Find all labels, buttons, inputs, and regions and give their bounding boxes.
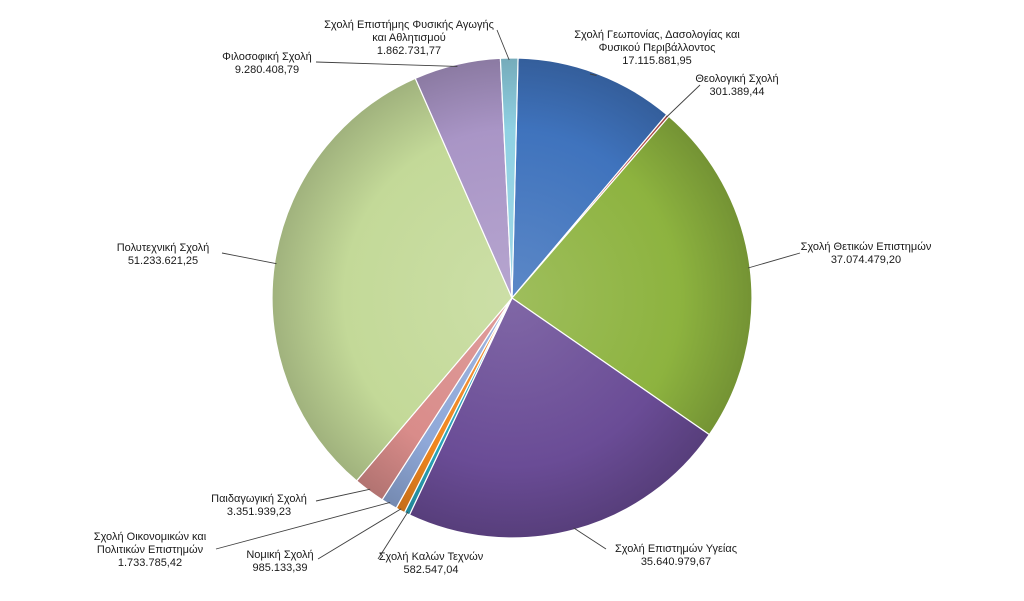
slice-label-2: Θεολογική Σχολή 301.389,44 [695, 73, 778, 98]
pie-labels: Σχολή Γεωπονίας, Δασολογίας και Φυσικού Π… [94, 19, 932, 576]
slice-name-2: Θεολογική Σχολή [695, 73, 778, 85]
slice-label-10: Φιλοσοφική Σχολή 9.280.408,79 [222, 51, 312, 76]
slice-label-3: Σχολή Θετικών Επιστημών 37.074.479,20 [801, 241, 932, 266]
slice-name-3: Σχολή Θετικών Επιστημών [801, 241, 932, 253]
pie-slice-11 [499, 57, 519, 299]
slice-name-7: Σχολή Οικονομικών και [94, 531, 207, 543]
slice-value-3: 37.074.479,20 [831, 254, 901, 266]
leader-line-10 [315, 61, 458, 67]
pie-slices [271, 57, 753, 539]
slice-label-7: Σχολή Οικονομικών και Πολιτικών Επιστημών… [94, 531, 207, 569]
leader-line-9 [221, 252, 277, 265]
slice-name-9: Πολυτεχνική Σχολή [117, 242, 210, 254]
slice-name-10: Φιλοσοφική Σχολή [222, 51, 312, 63]
slice-value-9: 51.233.621,25 [128, 255, 198, 267]
slice-name-5: Σχολή Καλών Τεχνών [379, 551, 484, 563]
slice-name-7: Πολιτικών Επιστημών [97, 544, 204, 556]
slice-value-10: 9.280.408,79 [235, 64, 299, 76]
leader-line-7 [215, 501, 391, 550]
slice-label-8: Παιδαγωγική Σχολή 3.351.939,23 [211, 493, 307, 518]
slice-name-1: Σχολή Γεωπονίας, Δασολογίας και [574, 29, 740, 41]
slice-label-11: Σχολή Επιστήμης Φυσικής Αγωγής και Αθλητι… [324, 19, 494, 57]
slice-label-9: Πολυτεχνική Σχολή 51.233.621,25 [117, 242, 210, 267]
slice-label-5: Σχολή Καλών Τεχνών 582.547,04 [379, 551, 484, 576]
slice-value-7: 1.733.785,42 [118, 557, 182, 569]
slice-name-6: Νομική Σχολή [246, 549, 313, 561]
slice-label-1: Σχολή Γεωπονίας, Δασολογίας και Φυσικού Π… [574, 29, 740, 67]
slice-label-4: Σχολή Επιστημών Υγείας 35.640.979,67 [615, 543, 737, 568]
slice-name-1: Φυσικού Περιβάλλοντος [599, 42, 716, 54]
leader-line-2 [666, 84, 701, 118]
slice-label-6: Νομική Σχολή 985.133,39 [246, 549, 313, 574]
slice-value-11: 1.862.731,77 [377, 45, 441, 57]
slice-value-4: 35.640.979,67 [641, 556, 711, 568]
leader-line-11 [496, 29, 510, 61]
leader-line-1 [589, 73, 597, 76]
slice-value-6: 985.133,39 [252, 562, 307, 574]
slice-name-11: και Αθλητισμού [372, 32, 446, 44]
slice-value-8: 3.351.939,23 [227, 506, 291, 518]
slice-name-11: Σχολή Επιστήμης Φυσικής Αγωγής [324, 19, 494, 31]
leader-line-3 [747, 252, 801, 269]
leader-line-8 [315, 488, 371, 502]
leader-line-5 [377, 511, 409, 560]
slice-name-4: Σχολή Επιστημών Υγείας [615, 543, 737, 555]
leader-line-6 [317, 508, 402, 560]
slice-value-1: 17.115.881,95 [622, 55, 692, 67]
leader-line-4 [573, 527, 607, 550]
pie-slice-1 [511, 57, 668, 300]
slice-name-8: Παιδαγωγική Σχολή [211, 493, 307, 505]
slice-value-5: 582.547,04 [403, 564, 458, 576]
pie-slice-4 [408, 297, 711, 539]
slice-value-2: 301.389,44 [709, 86, 764, 98]
